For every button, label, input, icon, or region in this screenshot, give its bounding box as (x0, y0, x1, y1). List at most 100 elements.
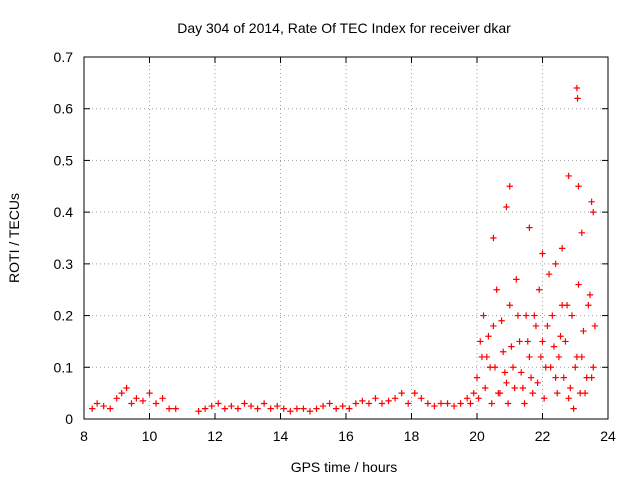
data-point-plus (247, 402, 255, 410)
data-point-plus (511, 384, 518, 392)
data-point-plus (565, 172, 572, 180)
data-point-plus (514, 312, 522, 319)
data-point-plus (506, 183, 513, 190)
data-point-plus (378, 400, 386, 407)
data-point-plus (545, 271, 553, 278)
data-point-plus (529, 389, 536, 397)
y-tick-label: 0.6 (54, 101, 74, 117)
data-point-plus (575, 281, 582, 288)
y-tick-label: 0.2 (54, 308, 74, 324)
data-point-plus (152, 400, 160, 407)
data-point-plus (558, 245, 566, 252)
data-point-plus (567, 384, 574, 392)
data-point-plus (475, 395, 482, 402)
data-point-plus (208, 402, 215, 410)
data-point-plus (418, 395, 425, 402)
data-point-plus (524, 338, 531, 345)
data-point-plus (431, 402, 438, 410)
data-point-plus (450, 402, 458, 410)
y-tick-label: 0.4 (54, 204, 74, 220)
data-point-plus (491, 364, 499, 371)
data-point-plus (437, 400, 445, 407)
x-tick-label: 20 (469, 428, 485, 444)
data-point-plus (93, 400, 101, 407)
data-point-plus (201, 405, 209, 412)
data-point-plus (306, 408, 314, 415)
data-point-plus (573, 84, 581, 92)
data-point-plus (477, 338, 484, 345)
data-point-plus (359, 397, 366, 405)
data-point-plus (513, 276, 520, 283)
grid-lines (84, 57, 608, 419)
x-tick-label: 22 (535, 428, 551, 444)
data-point-plus (267, 405, 274, 412)
data-point-plus (293, 405, 301, 412)
data-point-plus (575, 183, 582, 190)
x-tick-label: 24 (600, 428, 616, 444)
data-point-plus (463, 395, 471, 402)
data-point-plus (506, 302, 513, 309)
data-point-plus (570, 405, 577, 412)
data-point-plus (172, 405, 179, 412)
data-point-plus (591, 322, 599, 330)
data-point-plus (573, 353, 581, 361)
data-point-plus (339, 402, 346, 410)
data-point-plus (527, 374, 535, 381)
axis-ticks (83, 56, 609, 420)
data-point-plus (444, 400, 451, 407)
data-point-plus (473, 374, 481, 381)
data-point-plus (576, 389, 584, 397)
data-point-plus (532, 322, 540, 330)
data-point-plus (495, 389, 502, 397)
x-tick-label: 12 (207, 428, 223, 444)
data-point-plus (365, 400, 373, 407)
data-point-plus (215, 400, 222, 407)
data-point-plus (107, 405, 114, 412)
x-axis-label: GPS time / hours (291, 459, 398, 475)
y-tick-label: 0.1 (54, 359, 74, 375)
data-point-plus (485, 333, 492, 340)
data-point-plus (488, 400, 495, 407)
data-point-plus (493, 286, 500, 293)
data-point-plus (555, 353, 563, 361)
data-point-plus (590, 364, 597, 371)
data-point-plus (470, 389, 477, 397)
data-point-plus (398, 389, 405, 397)
data-point-plus (478, 353, 486, 361)
data-point-plus (490, 322, 497, 330)
data-point-plus (552, 260, 559, 268)
data-point-plus (313, 405, 320, 412)
data-point-plus (552, 374, 559, 381)
data-point-plus (519, 384, 527, 392)
y-axis-label: ROTI / TECUs (6, 193, 22, 283)
data-point-plus (118, 389, 125, 397)
data-point-plus (590, 208, 597, 216)
data-point-plus (583, 374, 590, 381)
data-point-plus (526, 224, 533, 231)
data-point-plus (554, 389, 561, 397)
data-point-plus (516, 338, 523, 345)
data-point-plus (100, 402, 107, 410)
data-point-plus (574, 95, 581, 102)
data-point-plus (560, 374, 567, 381)
data-point-plus (537, 353, 545, 361)
chart-title: Day 304 of 2014, Rate Of TEC Index for r… (177, 20, 511, 36)
data-point-plus (501, 369, 509, 376)
x-tick-label: 10 (142, 428, 158, 444)
data-point-plus (521, 400, 528, 407)
data-point-plus (585, 302, 592, 309)
data-point-plus (88, 405, 96, 412)
data-point-plus (254, 405, 261, 412)
data-point-plus (531, 312, 538, 319)
data-point-plus (234, 405, 242, 412)
data-point-plus (588, 198, 595, 205)
data-point-plus (274, 402, 281, 410)
data-point-plus (123, 384, 130, 392)
data-point-plus (536, 286, 543, 293)
data-point-plus (480, 312, 487, 319)
data-point-plus (411, 389, 418, 397)
data-point-plus (550, 343, 558, 350)
data-point-plus (352, 400, 360, 407)
data-point-plus (260, 400, 268, 407)
